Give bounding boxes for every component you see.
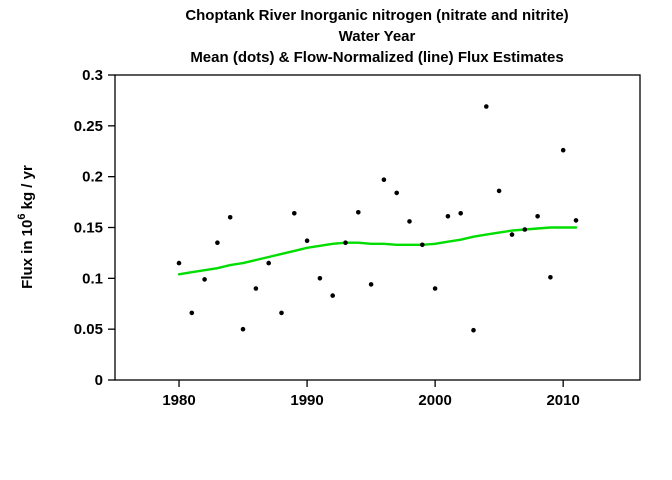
y-tick-label: 0	[95, 372, 103, 389]
mean-flux-dot	[240, 326, 246, 332]
mean-flux-dot	[227, 215, 233, 220]
mean-flux-dot	[548, 275, 553, 280]
mean-flux-dot	[317, 276, 323, 281]
chart-title-line1: Choptank River Inorganic nitrogen (nitra…	[185, 7, 568, 24]
y-tick-label: 0.05	[74, 321, 103, 338]
y-tick-label: 0.2	[82, 169, 103, 186]
mean-flux-dot	[432, 286, 438, 291]
y-axis-label-prefix: Flux in 10	[19, 220, 36, 289]
mean-flux-dot	[215, 240, 220, 245]
flow-normalized-line	[177, 226, 578, 276]
mean-flux-dot	[394, 190, 400, 196]
mean-flux-dot	[368, 282, 374, 287]
mean-flux-dot	[176, 260, 182, 266]
mean-flux-dot	[343, 240, 348, 245]
mean-flux-dot	[202, 277, 207, 282]
y-axis-label-suffix: kg / yr	[19, 165, 36, 214]
y-tick-label: 0.1	[82, 270, 103, 287]
mean-flux-dot	[560, 147, 566, 153]
mean-flux-dot	[381, 177, 387, 182]
mean-flux-dot	[522, 227, 528, 232]
chart-title-line2: Water Year	[339, 28, 416, 45]
mean-flux-dot	[189, 310, 195, 316]
x-tick-label: 2010	[546, 392, 579, 409]
axes: 1980 1990 2000 2010 0 0.05 0.1 0.15 0.2 0.25 0.3	[74, 67, 641, 409]
mean-flux-dot	[445, 214, 451, 219]
chart-title-line3: Mean (dots) & Flow-Normalized (line) Flu…	[190, 49, 563, 66]
mean-flux-dot	[292, 211, 297, 216]
y-axis-label-superscript: 6	[16, 214, 28, 220]
mean-flux-dot	[266, 260, 272, 266]
mean-dots	[176, 104, 579, 333]
mean-flux-dot	[304, 238, 310, 243]
mean-flux-dot	[279, 310, 284, 316]
y-tick-label: 0.15	[74, 220, 103, 237]
mean-flux-dot	[471, 327, 476, 333]
flow-normalized-polyline	[177, 226, 578, 276]
x-tick-label: 1990	[290, 392, 323, 409]
mean-flux-dot	[330, 293, 336, 298]
mean-flux-dot	[420, 242, 425, 248]
x-tick-label: 2000	[418, 392, 451, 409]
mean-flux-dot	[573, 218, 579, 223]
x-tick-label: 1980	[162, 392, 195, 409]
mean-flux-dot	[458, 211, 464, 216]
mean-flux-dot	[509, 232, 515, 237]
mean-flux-dot	[356, 210, 361, 215]
mean-flux-dot	[484, 104, 489, 109]
mean-flux-dot	[496, 188, 502, 194]
mean-flux-dot	[253, 286, 259, 291]
y-tick-label: 0.3	[82, 67, 103, 84]
mean-flux-dot	[407, 219, 412, 224]
mean-flux-dot	[535, 214, 540, 219]
y-tick-label: 0.25	[74, 118, 103, 135]
y-axis-label: Flux in 106 kg / yr	[16, 165, 36, 289]
